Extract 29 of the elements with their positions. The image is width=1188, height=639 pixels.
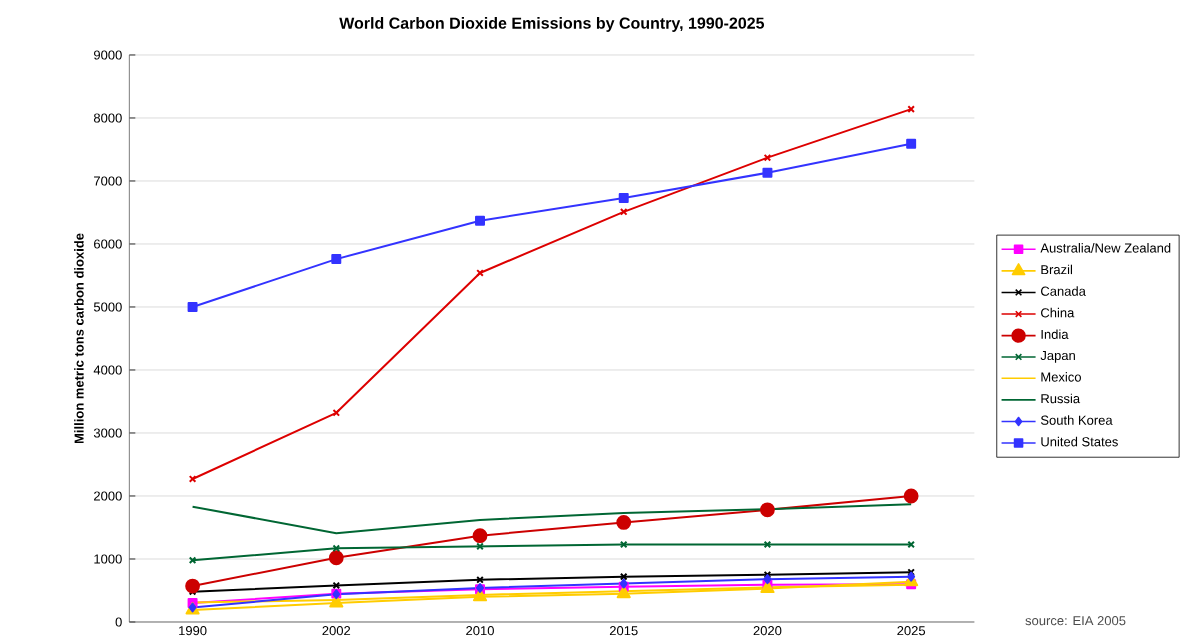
x-tick-label: 2015 [609, 626, 638, 636]
legend-label: Mexico [1041, 372, 1081, 382]
legend-label: Brazil [1041, 264, 1073, 275]
x-tick-label: 2010 [466, 626, 494, 636]
y-tick-label: 3000 [93, 428, 122, 438]
y-tick-label: 2000 [94, 491, 122, 501]
legend-label: China [1041, 307, 1075, 318]
legend-label: Japan [1040, 351, 1075, 363]
y-axis-title: Million metric tons carbon dioxide [74, 233, 84, 444]
x-tick-label: 2020 [753, 626, 782, 636]
y-tick-label: 1000 [94, 554, 122, 564]
legend-label: Russia [1041, 393, 1081, 404]
legend-label: Australia/New Zealand [1040, 243, 1171, 253]
chart-title: World Carbon Dioxide Emissions by Country, 1990-2025 [339, 17, 765, 32]
legend-label: United States [1041, 436, 1118, 447]
y-tick-label: 9000 [94, 50, 122, 60]
legend-label: South Korea [1040, 415, 1113, 425]
y-tick-label: 8000 [93, 113, 122, 123]
x-tick-label: 2002 [322, 626, 351, 636]
legend-label: Canada [1041, 286, 1086, 296]
source-note: source: EIA 2005 [1025, 616, 1126, 626]
y-tick-label: 4000 [93, 365, 122, 375]
y-tick-label: 5000 [93, 302, 122, 312]
y-tick-label: 7000 [94, 176, 122, 186]
y-tick-label: 0 [115, 617, 122, 627]
legend-label: India [1041, 329, 1069, 339]
y-tick-label: 6000 [94, 239, 122, 249]
x-tick-label: 2025 [897, 626, 926, 636]
x-tick-label: 1990 [179, 626, 207, 636]
